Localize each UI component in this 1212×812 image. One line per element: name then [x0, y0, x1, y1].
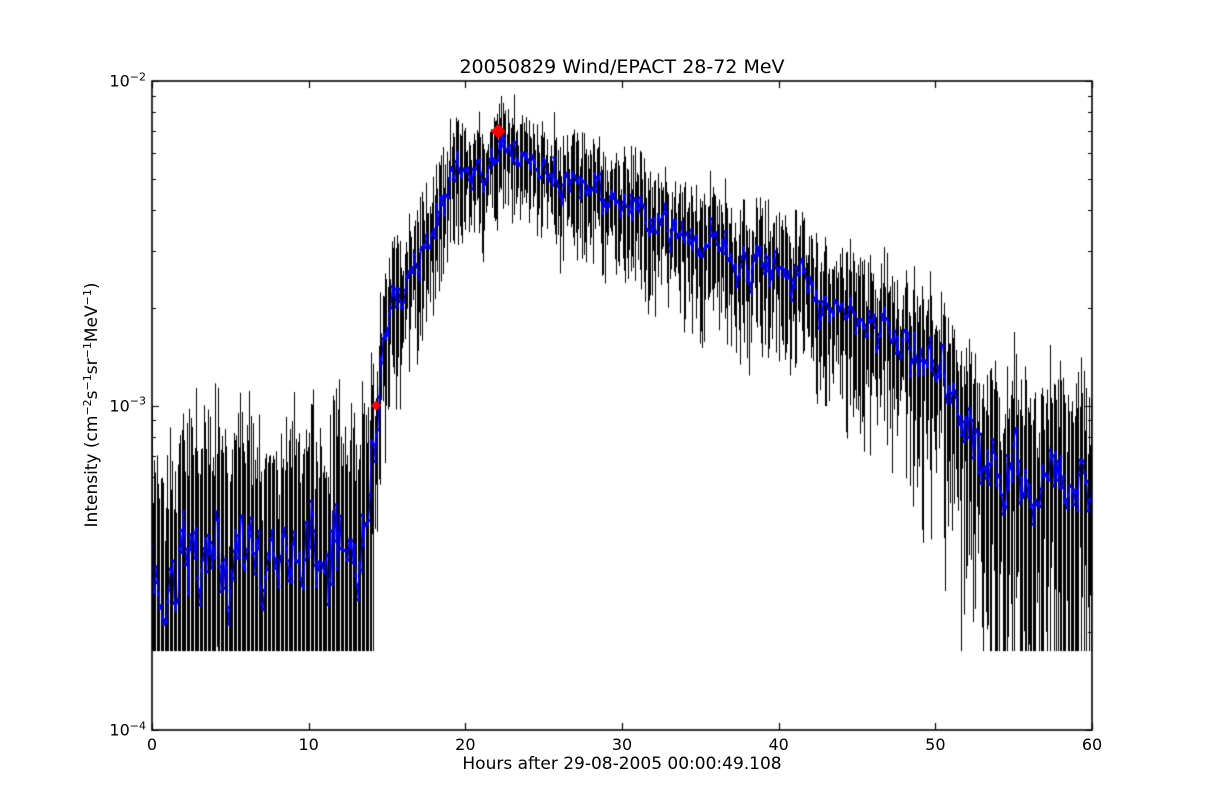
- chart-title: 20050829 Wind/EPACT 28-72 MeV: [459, 56, 785, 78]
- y-tick-label: 10−3: [109, 394, 146, 415]
- label-text: sr: [82, 358, 102, 375]
- x-tick-label: 0: [146, 735, 158, 754]
- x-tick-label: 60: [1081, 735, 1103, 754]
- x-tick-label: 30: [611, 735, 633, 754]
- label-text: Intensity (cm: [82, 415, 102, 528]
- x-tick-label: 20: [455, 735, 476, 754]
- label-text: s: [82, 390, 102, 400]
- label-text: 10: [109, 71, 130, 91]
- exponent-text: −2: [129, 70, 146, 84]
- exponent-text: −4: [129, 719, 146, 733]
- exponent-text: −1: [80, 342, 94, 359]
- exponent-text: −3: [129, 394, 146, 408]
- x-axis-label: Hours after 29-08-2005 00:00:49.108: [462, 754, 782, 774]
- exponent-text: −1: [80, 289, 94, 306]
- y-tick-label: 10−2: [109, 70, 146, 91]
- y-axis-label: Intensity (cm−2s−1sr−1MeV−1): [80, 282, 102, 528]
- label-text: 10: [109, 396, 130, 415]
- label-text: 10: [109, 720, 130, 740]
- exponent-text: −1: [80, 374, 94, 391]
- y-tick-label: 10−4: [109, 719, 146, 740]
- label-text: MeV: [82, 305, 102, 343]
- x-tick-label: 40: [768, 735, 789, 754]
- label-text: ): [82, 282, 102, 290]
- x-tick-label: 50: [925, 735, 946, 754]
- exponent-text: −2: [80, 399, 94, 416]
- x-tick-label: 10: [298, 735, 319, 754]
